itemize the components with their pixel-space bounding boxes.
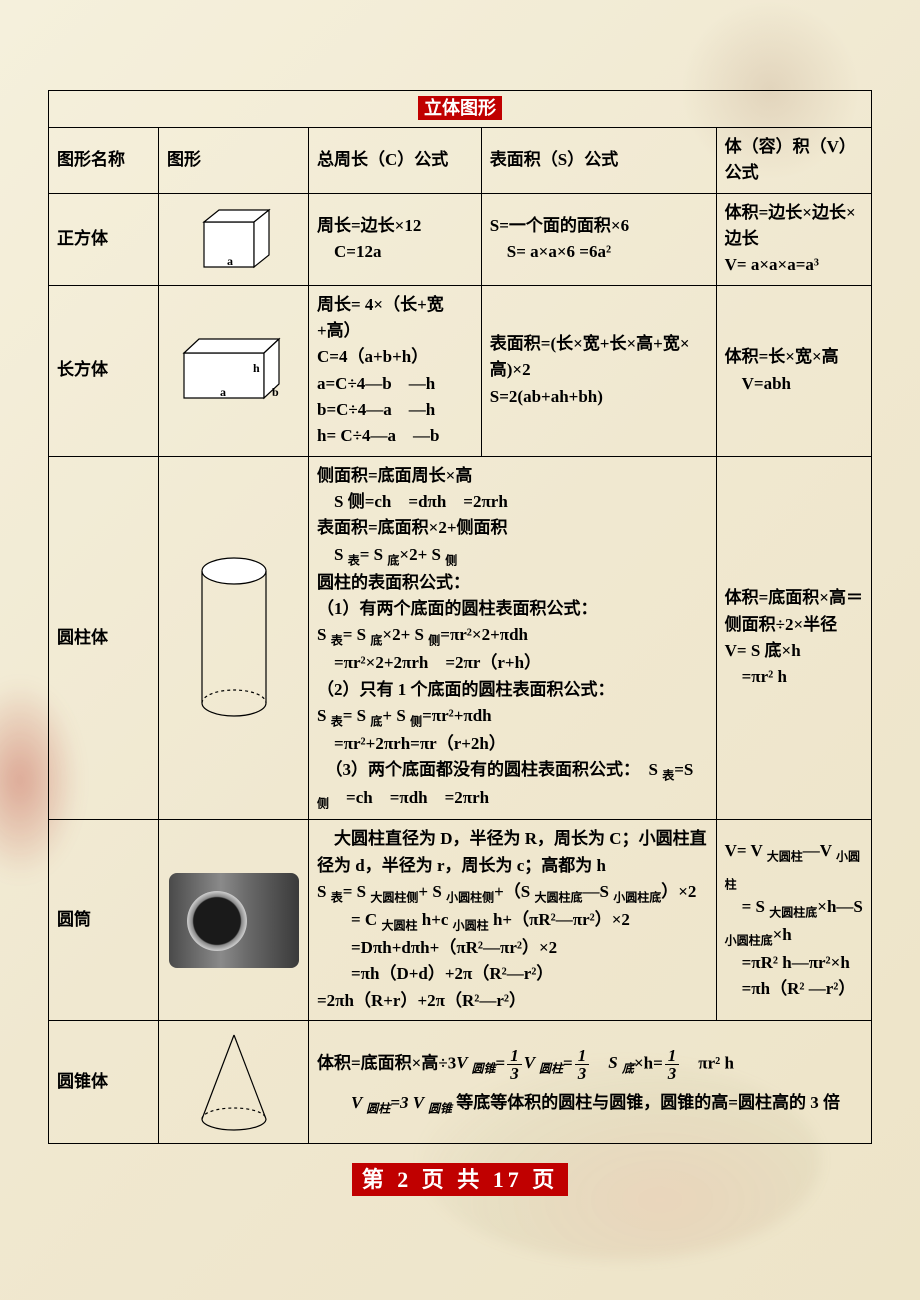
tube-surface: 大圆柱直径为 D，半径为 R，周长为 C；小圆柱直径为 d，半径为 r，周长为 … bbox=[309, 820, 717, 1021]
page-number: 第 2 页 共 17 页 bbox=[352, 1163, 569, 1196]
svg-text:a: a bbox=[227, 254, 233, 268]
row-cone: 圆锥体 体积=底面积×高÷3V 圆锥=13V 圆柱=13 S 底×h=13 πr… bbox=[49, 1021, 872, 1144]
table-title: 立体图形 bbox=[418, 96, 502, 120]
cube-surface: S=一个面的面积×6 S= a×a×6 =6a² bbox=[481, 193, 716, 285]
solids-table: 立体图形 图形名称 图形 总周长（C）公式 表面积（S）公式 体（容）积（V）公… bbox=[48, 90, 872, 1144]
row-cube: 正方体 a 周长=边长×12 C=12a S=一个面的面积×6 S= a×a×6… bbox=[49, 193, 872, 285]
cone-name: 圆锥体 bbox=[49, 1021, 159, 1144]
cylinder-volume: 体积=底面积×高＝侧面积÷2×半径 V= S 底×h =πr² h bbox=[716, 456, 871, 820]
cube-volume: 体积=边长×边长×边长 V= a×a×a=a³ bbox=[716, 193, 871, 285]
row-cuboid: 长方体 a b h 周长= 4×（长+宽+高） C=4（a+b+h） a=C÷4… bbox=[49, 285, 872, 456]
tube-volume: V= V 大圆柱—V 小圆柱 = S 大圆柱底×h—S 小圆柱底×h =πR² … bbox=[716, 820, 871, 1021]
page: 立体图形 图形名称 图形 总周长（C）公式 表面积（S）公式 体（容）积（V）公… bbox=[0, 0, 920, 1214]
cone-volume: 体积=底面积×高÷3V 圆锥=13V 圆柱=13 S 底×h=13 πr² h … bbox=[309, 1021, 872, 1144]
cylinder-shape bbox=[159, 456, 309, 820]
th-surface: 表面积（S）公式 bbox=[481, 127, 716, 193]
cuboid-surface: 表面积=(长×宽+长×高+宽×高)×2 S=2(ab+ah+bh) bbox=[481, 285, 716, 456]
cylinder-name: 圆柱体 bbox=[49, 456, 159, 820]
svg-text:b: b bbox=[272, 385, 279, 399]
cuboid-perimeter: 周长= 4×（长+宽+高） C=4（a+b+h） a=C÷4—b —h b=C÷… bbox=[309, 285, 482, 456]
cube-shape: a bbox=[159, 193, 309, 285]
cylinder-surface: 侧面积=底面周长×高 S 侧=ch =dπh =2πrh 表面积=底面积×2+侧… bbox=[309, 456, 717, 820]
title-row: 立体图形 bbox=[49, 91, 872, 128]
row-tube: 圆筒 大圆柱直径为 D，半径为 R，周长为 C；小圆柱直径为 d，半径为 r，周… bbox=[49, 820, 872, 1021]
svg-text:a: a bbox=[220, 385, 226, 399]
cube-perimeter: 周长=边长×12 C=12a bbox=[309, 193, 482, 285]
th-name: 图形名称 bbox=[49, 127, 159, 193]
cuboid-name: 长方体 bbox=[49, 285, 159, 456]
cube-name: 正方体 bbox=[49, 193, 159, 285]
cuboid-volume: 体积=长×宽×高 V=abh bbox=[716, 285, 871, 456]
tube-shape bbox=[159, 820, 309, 1021]
th-perimeter: 总周长（C）公式 bbox=[309, 127, 482, 193]
th-volume: 体（容）积（V）公式 bbox=[716, 127, 871, 193]
th-shape: 图形 bbox=[159, 127, 309, 193]
page-footer: 第 2 页 共 17 页 bbox=[48, 1162, 872, 1194]
row-cylinder: 圆柱体 侧面积=底面周长×高 S 侧=ch =dπh =2πrh 表面积=底面积… bbox=[49, 456, 872, 820]
svg-text:h: h bbox=[253, 361, 260, 375]
cone-shape bbox=[159, 1021, 309, 1144]
cuboid-shape: a b h bbox=[159, 285, 309, 456]
tube-name: 圆筒 bbox=[49, 820, 159, 1021]
header-row: 图形名称 图形 总周长（C）公式 表面积（S）公式 体（容）积（V）公式 bbox=[49, 127, 872, 193]
